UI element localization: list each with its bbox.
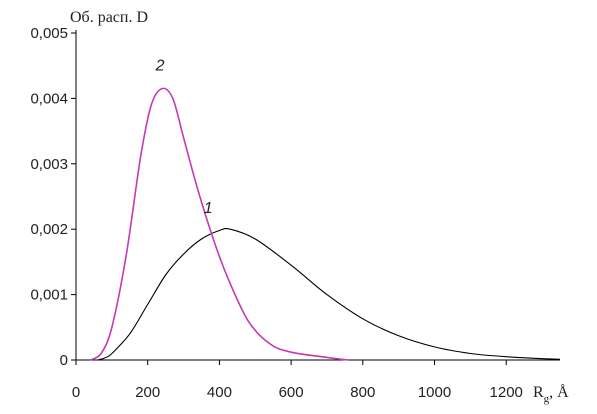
x-tick-label: 1200 (490, 384, 523, 401)
y-tick-label: 0,002 (30, 221, 68, 238)
x-axis-title: Rg, Å (533, 383, 569, 405)
series-1-line (97, 228, 561, 361)
series-lines (89, 87, 561, 361)
labels: Об. расп. D Rg, Å 1 2 (70, 9, 569, 405)
x-tick-label: 800 (350, 384, 375, 401)
y-tick-label: 0 (60, 352, 68, 369)
x-axis: 0 200 400 600 800 1000 1200 (72, 359, 560, 401)
series-2-line (89, 87, 349, 361)
series-2-label: 2 (155, 58, 165, 75)
x-tick-label: 600 (279, 384, 304, 401)
y-axis-title: Об. расп. D (70, 9, 148, 26)
y-tick-label: 0,003 (30, 156, 68, 173)
x-tick-label: 400 (207, 384, 232, 401)
x-tick-label: 200 (135, 384, 160, 401)
x-tick-label: 0 (72, 384, 80, 401)
y-tick-label: 0,005 (30, 25, 68, 42)
series-1-label: 1 (204, 200, 213, 217)
y-axis: 0 0,001 0,002 0,003 0,004 0,005 (30, 25, 77, 369)
y-tick-label: 0,001 (30, 287, 68, 304)
x-tick-label: 1000 (418, 384, 451, 401)
y-tick-label: 0,004 (30, 90, 68, 107)
